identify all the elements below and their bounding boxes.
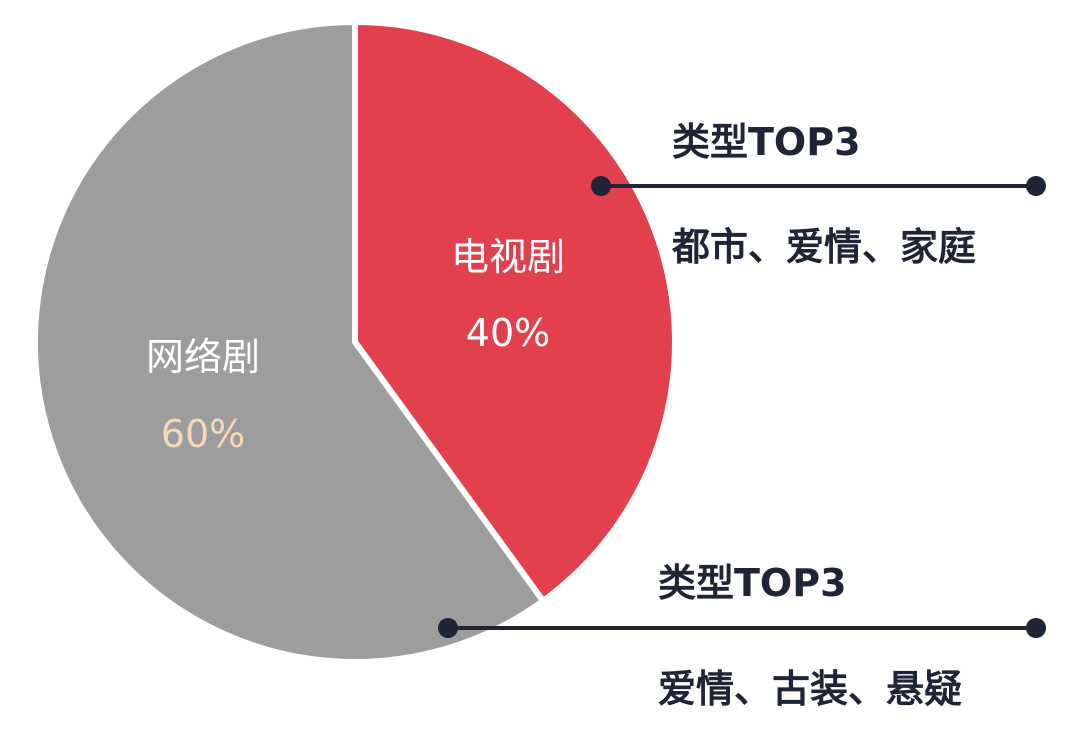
pie-slices: [32, 19, 678, 665]
annotation-dot-end-web: [1026, 618, 1046, 638]
annotations: 类型TOP3 都市、爱情、家庭 类型TOP3 爱情、古装、悬疑: [438, 120, 1046, 711]
annotation-detail-web: 爱情、古装、悬疑: [658, 667, 962, 711]
slice-label-tv: 电视剧: [451, 235, 565, 279]
annotation-web: 类型TOP3 爱情、古装、悬疑: [438, 561, 1046, 711]
slice-label-web: 网络剧: [146, 335, 260, 379]
annotation-detail-tv: 都市、爱情、家庭: [671, 225, 976, 269]
annotation-tv: 类型TOP3 都市、爱情、家庭: [591, 120, 1046, 269]
slice-value-web: 60%: [161, 412, 245, 456]
annotation-heading-tv: 类型TOP3: [672, 120, 861, 164]
annotation-heading-web: 类型TOP3: [658, 561, 847, 605]
slice-value-tv: 40%: [466, 311, 550, 355]
pie-slice-tv: [352, 19, 678, 604]
annotation-dot-start-web: [438, 618, 458, 638]
annotation-dot-end-tv: [1026, 176, 1046, 196]
annotation-dot-start-tv: [591, 176, 611, 196]
pie-slice-web: [32, 19, 547, 665]
pie-slice-labels: 电视剧 40% 网络剧 60%: [146, 235, 565, 456]
